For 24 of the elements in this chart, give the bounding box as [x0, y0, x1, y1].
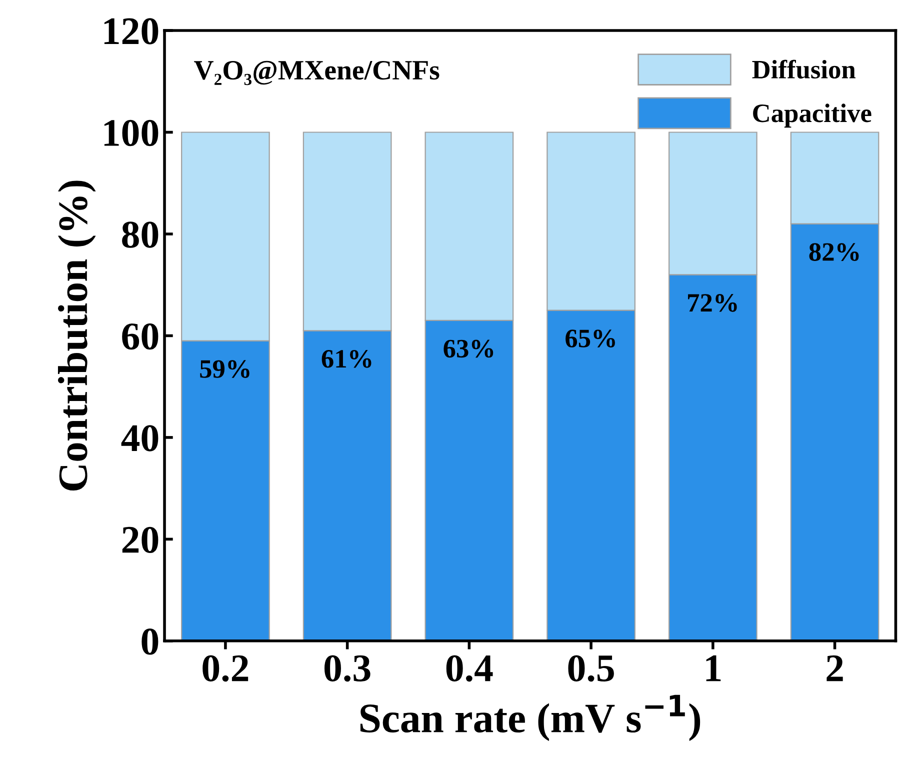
y-tick-label: 80	[122, 222, 158, 248]
x-tick-label: 2	[826, 655, 843, 682]
legend-label: Diffusion	[752, 60, 856, 79]
data-label: 61%	[322, 350, 372, 368]
data-label: 63%	[444, 340, 494, 358]
y-tick-label: 60	[122, 323, 158, 350]
data-label: 82%	[809, 243, 859, 262]
x-tick-label: 1	[706, 655, 721, 682]
legend-label: Capacitive	[753, 104, 872, 128]
data-label: 65%	[566, 330, 615, 348]
data-label: 59%	[200, 360, 250, 378]
y-tick-label: 20	[122, 526, 158, 554]
x-tick-label: 0.5	[568, 655, 614, 682]
data-label: 72%	[688, 294, 737, 312]
y-tick-label: 40	[121, 425, 158, 452]
annotation: V₂O₃@MXene/CNFs	[194, 60, 440, 86]
y-axis-title: Contribution (%)	[58, 180, 96, 491]
y-tick-label: 120	[104, 18, 158, 44]
x-axis-title: Scan rate (mV s$^{−1}$)	[360, 694, 700, 742]
y-tick-label: 0	[142, 628, 158, 655]
y-tick-label: 100	[104, 120, 158, 146]
x-tick-label: 0.4	[446, 655, 493, 682]
x-tick-label: 0.2	[202, 655, 248, 682]
x-tick-label: 0.3	[324, 655, 370, 682]
